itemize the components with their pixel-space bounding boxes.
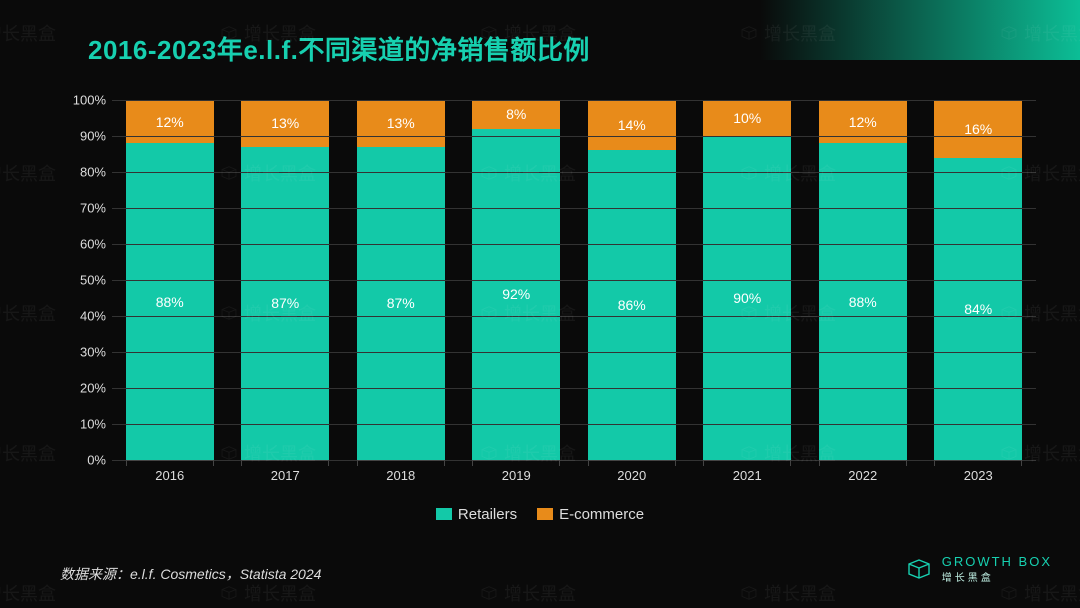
y-axis-label: 20% [80,381,106,396]
bar-seg-ecommerce: 14% [588,100,676,150]
y-axis-label: 80% [80,165,106,180]
bar-seg-retailers: 84% [934,158,1022,460]
bar-seg-retailers: 88% [126,143,214,460]
chart-legend: Retailers E-commerce [0,506,1080,523]
grid-line [112,100,1036,101]
bar-seg-ecommerce: 8% [472,100,560,129]
watermark-item: 增长黑盒 [0,580,56,606]
data-source: 数据来源：e.l.f. Cosmetics，Statista 2024 [60,564,321,584]
bar-seg-ecommerce: 10% [703,100,791,136]
bar-seg-ecommerce: 13% [241,100,329,147]
y-axis-label: 70% [80,201,106,216]
slide-title: 2016-2023年e.l.f.不同渠道的净销售额比例 [88,30,590,67]
y-axis-label: 100% [73,93,106,108]
watermark-item: 增长黑盒 [0,440,56,466]
x-tick-label: 2021 [733,468,762,483]
y-axis-label: 0% [87,453,106,468]
grid-line [112,172,1036,173]
bar-seg-retailers: 92% [472,129,560,460]
bar-seg-retailers: 87% [357,147,445,460]
bar-seg-retailers: 87% [241,147,329,460]
legend-label-ecommerce: E-commerce [559,506,644,523]
bar-seg-retailers: 86% [588,150,676,460]
x-tick-label: 2016 [155,468,184,483]
grid-line [112,280,1036,281]
x-tick-label: 2019 [502,468,531,483]
x-tick: 2022 [819,460,907,490]
legend-swatch-retailers [436,508,452,520]
chart-plot-area: 12%88%13%87%13%87%8%92%14%86%10%90%12%88… [112,100,1036,460]
x-tick: 2016 [126,460,214,490]
brand-text-cn: 增长黑盒 [942,569,1052,584]
y-axis-label: 10% [80,417,106,432]
watermark-item: 增长黑盒 [0,300,56,326]
header-gradient [760,0,1080,60]
watermark-item: 增长黑盒 [740,20,836,46]
y-axis-label: 50% [80,273,106,288]
grid-line [112,352,1036,353]
legend-item-retailers: Retailers [436,506,517,523]
brand-logo: GROWTH BOX 增长黑盒 [906,554,1052,584]
grid-line [112,316,1036,317]
x-tick: 2018 [357,460,445,490]
watermark-item: 增长黑盒 [0,160,56,186]
x-tick-label: 2018 [386,468,415,483]
x-tick: 2020 [588,460,676,490]
watermark-item: 增长黑盒 [740,580,836,606]
x-tick: 2017 [241,460,329,490]
bar-seg-retailers: 90% [703,136,791,460]
watermark-item: 增长黑盒 [0,20,56,46]
y-axis-label: 60% [80,237,106,252]
grid-line [112,244,1036,245]
x-tick-label: 2020 [617,468,646,483]
legend-label-retailers: Retailers [458,506,517,523]
watermark-item: 增长黑盒 [1000,20,1080,46]
grid-line [112,208,1036,209]
y-axis-label: 40% [80,309,106,324]
grid-line [112,388,1036,389]
x-tick-label: 2022 [848,468,877,483]
x-tick: 2021 [703,460,791,490]
legend-item-ecommerce: E-commerce [537,506,644,523]
chart: 12%88%13%87%13%87%8%92%14%86%10%90%12%88… [76,100,1036,490]
bar-seg-ecommerce: 16% [934,100,1022,158]
x-tick: 2023 [934,460,1022,490]
brand-text-en: GROWTH BOX [942,554,1052,569]
y-axis-label: 30% [80,345,106,360]
grid-line [112,136,1036,137]
x-tick-label: 2023 [964,468,993,483]
x-tick-label: 2017 [271,468,300,483]
y-axis-label: 90% [80,129,106,144]
bar-seg-retailers: 88% [819,143,907,460]
bar-seg-ecommerce: 13% [357,100,445,147]
chart-x-axis: 2016 2017 2018 2019 2020 2021 2022 2023 [112,460,1036,490]
legend-swatch-ecommerce [537,508,553,520]
cube-icon [906,558,932,580]
watermark-item: 增长黑盒 [480,580,576,606]
x-tick: 2019 [472,460,560,490]
grid-line [112,424,1036,425]
